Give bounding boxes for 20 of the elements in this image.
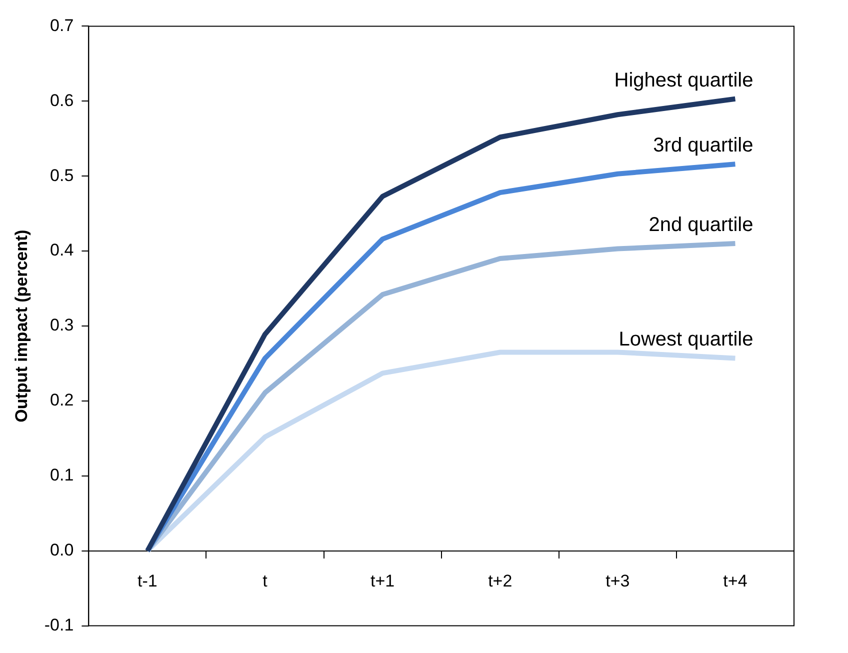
series-label: 3rd quartile	[653, 134, 754, 157]
y-tick-label: 0.6	[50, 90, 74, 110]
x-tick-label: t+1	[370, 572, 395, 591]
y-tick-label: 0.3	[50, 316, 74, 335]
y-tick-label: 0.5	[50, 166, 74, 185]
series-label: Lowest quartile	[618, 328, 754, 351]
y-tick-label: 0.7	[50, 16, 74, 35]
x-tick-label: t-1	[138, 572, 158, 591]
y-tick-label: 0.4	[50, 240, 74, 260]
x-tick-label: t+3	[606, 572, 630, 591]
x-tick-label: t+4	[723, 572, 748, 591]
y-tick-label: -0.1	[44, 615, 74, 634]
series-label: 2nd quartile	[648, 214, 754, 236]
y-axis-title: Output impact (percent)	[12, 230, 31, 422]
y-tick-label: 0.2	[50, 390, 74, 410]
x-tick-label: t	[262, 572, 268, 591]
y-tick-label: 0.1	[50, 466, 74, 485]
y-tick-label: 0.0	[50, 540, 74, 560]
x-tick-label: t+2	[488, 572, 512, 591]
series-label: Highest quartile	[614, 69, 754, 92]
